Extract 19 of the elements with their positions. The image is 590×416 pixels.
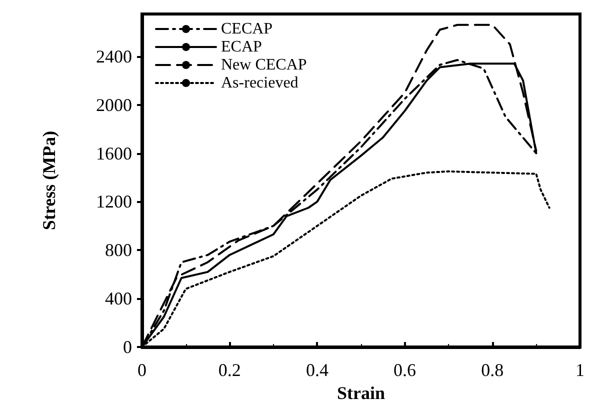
y-tick-label: 1200 xyxy=(96,192,132,212)
x-tick-label: 0.8 xyxy=(481,360,504,380)
x-tick-label: 0 xyxy=(138,360,146,380)
x-tick-label: 0.6 xyxy=(394,360,416,380)
x-tick-label: 0.4 xyxy=(306,360,328,380)
legend-label: New CECAP xyxy=(221,56,307,74)
legend-label: CECAP xyxy=(221,20,273,38)
y-tick-label: 0 xyxy=(123,337,132,357)
y-tick-label: 800 xyxy=(105,240,132,260)
y-axis-title: Stress (MPa) xyxy=(39,130,59,230)
x-tick-label: 1 xyxy=(576,360,584,380)
y-tick-label: 400 xyxy=(105,288,132,309)
x-tick-label: 0.2 xyxy=(218,360,241,380)
legend-label: As-recieved xyxy=(221,74,298,92)
y-tick-label: 2400 xyxy=(96,46,132,66)
x-axis-title: Strain xyxy=(336,382,386,403)
legend-label: ECAP xyxy=(221,38,262,56)
y-tick-label: 2000 xyxy=(96,94,132,115)
y-tick-label: 1600 xyxy=(96,143,132,164)
